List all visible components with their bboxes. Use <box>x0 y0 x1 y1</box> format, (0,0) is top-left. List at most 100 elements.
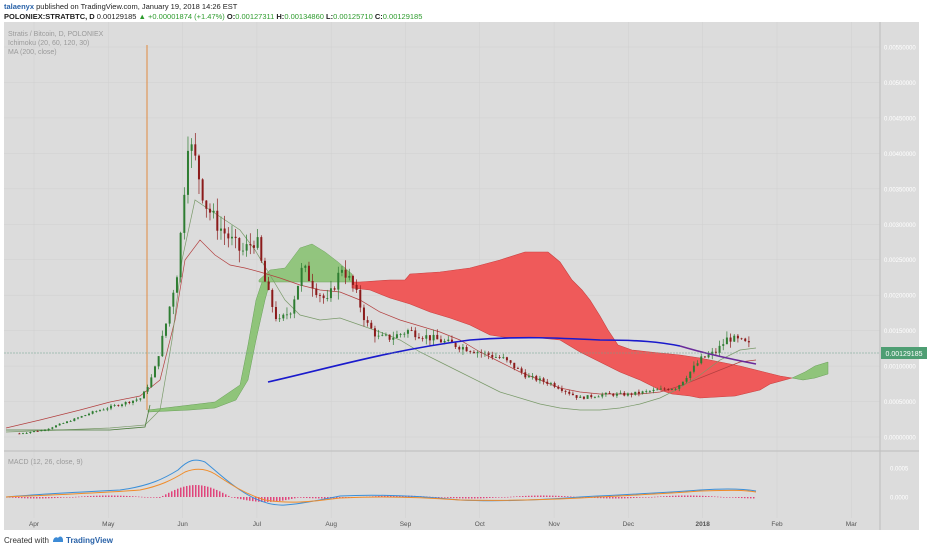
time-tick-label: Jul <box>253 521 262 528</box>
price-tick-label: 0.00050000 <box>884 400 916 406</box>
candle-body <box>80 416 83 418</box>
candle-body <box>714 351 717 353</box>
candle-body <box>480 352 483 353</box>
price-tick-label: 0.00000000 <box>884 436 916 442</box>
candle-body <box>568 391 571 394</box>
candle-body <box>557 386 560 389</box>
candle-body <box>623 392 626 396</box>
candle-body <box>164 323 167 336</box>
candle-body <box>538 378 541 381</box>
macd-histogram-bar <box>324 497 326 499</box>
macd-histogram-bar <box>600 497 602 499</box>
candle-body <box>575 395 578 398</box>
candle-body <box>285 314 288 316</box>
macd-histogram-bar <box>234 497 236 498</box>
candle-body <box>47 428 50 431</box>
candle-body <box>95 411 98 412</box>
candle-body <box>208 208 211 213</box>
price-tick-label: 0.00400000 <box>884 152 916 158</box>
time-tick-label: Oct <box>475 521 485 528</box>
vertical-gridlines <box>33 22 852 518</box>
candle-body <box>744 338 747 342</box>
macd-histogram-bar <box>558 495 560 497</box>
macd-histogram-bar <box>138 496 140 498</box>
macd-histogram-bar <box>663 496 665 497</box>
macd-histogram-bar <box>747 497 749 499</box>
last-price: 0.00129185 <box>96 12 137 21</box>
macd-histogram-bar <box>468 497 470 499</box>
macd-histogram-bar <box>504 497 506 498</box>
candle-body <box>597 396 600 398</box>
macd-histogram-bar <box>141 496 143 498</box>
candle-body <box>43 430 46 431</box>
candle-body <box>333 288 336 290</box>
macd-histogram-bar <box>510 496 512 498</box>
candle-body <box>656 389 659 391</box>
price-tick-label: 0.00450000 <box>884 116 916 122</box>
candle-body <box>326 298 329 299</box>
macd-histogram-bar <box>735 497 737 498</box>
candle-body <box>425 335 428 339</box>
candle-body <box>128 401 131 403</box>
candle-body <box>593 396 596 398</box>
macd-histogram-bar <box>477 497 479 499</box>
macd-histogram-bar <box>471 497 473 499</box>
time-tick-label: Apr <box>29 521 40 528</box>
macd-histogram-bar <box>555 495 557 497</box>
candle-body <box>355 284 358 290</box>
macd-histogram-bar <box>654 496 656 498</box>
time-tick-label: Jun <box>177 521 188 528</box>
candle-body <box>436 334 439 340</box>
macd-histogram-bar <box>144 496 146 498</box>
candle-body <box>219 228 222 231</box>
candle-body <box>245 244 248 251</box>
macd-histogram-bar <box>561 495 563 497</box>
macd-histogram-bar <box>183 486 185 497</box>
candle-body <box>124 401 127 405</box>
candle-body <box>161 335 164 357</box>
macd-histogram-bar <box>33 497 35 499</box>
horizontal-gridlines <box>4 46 880 438</box>
author-name[interactable]: talaenyx <box>4 2 35 11</box>
open-value: 0.00127311 <box>235 12 275 21</box>
macd-histogram-bar <box>453 497 455 499</box>
macd-histogram-bar <box>621 497 623 499</box>
candle-body <box>322 295 325 299</box>
macd-histogram-bar <box>270 497 272 502</box>
candle-body <box>406 330 409 334</box>
ma-200-line-blue <box>267 336 681 383</box>
macd-histogram-bar <box>42 497 44 499</box>
macd-histogram-bar <box>315 497 317 499</box>
macd-histogram-bar <box>564 496 566 497</box>
macd-histogram-bar <box>84 496 86 497</box>
macd-histogram-bar <box>165 494 167 497</box>
candle-body <box>227 233 230 239</box>
candle-body <box>139 398 142 400</box>
candle-body <box>747 341 750 343</box>
macd-histogram-bar <box>246 497 248 501</box>
macd-histogram-bar <box>498 497 500 498</box>
macd-histogram-bar <box>126 495 128 497</box>
macd-histogram-bar <box>540 495 542 497</box>
macd-histogram-bar <box>711 496 713 497</box>
macd-histogram-bar <box>459 497 461 499</box>
candle-body <box>487 352 490 355</box>
macd-histogram-bar <box>729 497 731 498</box>
candle-body <box>579 396 582 398</box>
candle-body <box>685 377 688 382</box>
candle-body <box>403 333 406 335</box>
candle-body <box>102 409 105 411</box>
candle-body <box>392 337 395 340</box>
macd-histogram-bar <box>519 496 521 497</box>
macd-histogram-bar <box>666 496 668 497</box>
kijun-line <box>5 199 757 433</box>
candle-body <box>689 371 692 378</box>
macd-histogram-bar <box>384 495 386 497</box>
macd-histogram-bar <box>96 495 98 497</box>
macd-histogram-bar <box>174 489 176 497</box>
candle-body <box>736 335 739 339</box>
tradingview-brand[interactable]: TradingView <box>66 536 113 545</box>
macd-histogram-bar <box>180 487 182 497</box>
chart-canvas[interactable]: 0.00129185 0.00550000 0.00500000 0.0045000… <box>0 0 932 530</box>
macd-histogram-bar <box>531 495 533 497</box>
